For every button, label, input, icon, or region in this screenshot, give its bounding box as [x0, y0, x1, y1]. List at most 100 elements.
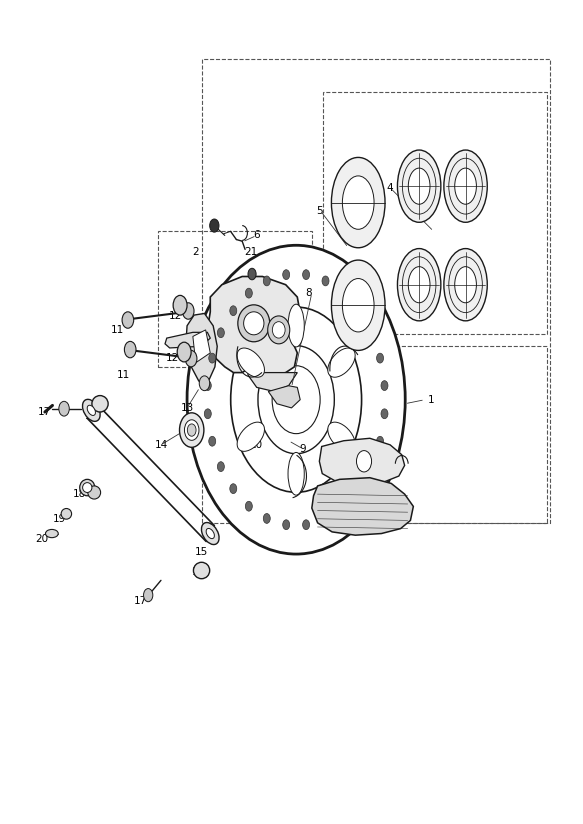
Circle shape: [322, 513, 329, 523]
Circle shape: [230, 306, 237, 316]
Text: 12: 12: [166, 353, 179, 363]
Circle shape: [356, 484, 363, 494]
Ellipse shape: [206, 528, 215, 539]
Text: 1: 1: [427, 395, 434, 405]
Circle shape: [283, 269, 290, 279]
Text: 3: 3: [361, 477, 367, 487]
Circle shape: [258, 345, 334, 454]
Circle shape: [182, 302, 194, 319]
Text: 21: 21: [244, 247, 258, 257]
Circle shape: [217, 328, 224, 338]
Polygon shape: [248, 372, 297, 391]
Circle shape: [381, 409, 388, 419]
Circle shape: [272, 366, 320, 433]
Text: 16: 16: [85, 411, 98, 421]
Polygon shape: [165, 332, 210, 348]
Circle shape: [340, 501, 347, 511]
Ellipse shape: [268, 316, 290, 344]
Text: 18: 18: [73, 489, 86, 499]
Circle shape: [381, 381, 388, 391]
Text: 8: 8: [305, 288, 312, 298]
Ellipse shape: [342, 176, 374, 229]
Circle shape: [209, 353, 216, 363]
Ellipse shape: [455, 168, 476, 204]
Text: 6: 6: [254, 231, 260, 241]
Circle shape: [368, 461, 375, 471]
Circle shape: [209, 437, 216, 446]
Ellipse shape: [288, 452, 304, 495]
Circle shape: [248, 269, 256, 280]
Polygon shape: [186, 313, 217, 387]
Circle shape: [322, 276, 329, 286]
Circle shape: [59, 401, 69, 416]
Circle shape: [245, 501, 252, 511]
Ellipse shape: [408, 267, 430, 302]
Polygon shape: [208, 277, 300, 375]
Text: 17: 17: [134, 596, 147, 606]
Circle shape: [356, 451, 371, 472]
Ellipse shape: [184, 419, 199, 440]
Polygon shape: [268, 386, 300, 408]
Circle shape: [124, 341, 136, 358]
Text: 11: 11: [117, 370, 130, 380]
Polygon shape: [319, 438, 405, 485]
Text: 4: 4: [387, 183, 394, 193]
Circle shape: [185, 350, 197, 367]
Circle shape: [264, 513, 271, 523]
Text: 10: 10: [250, 440, 264, 450]
Ellipse shape: [80, 480, 95, 496]
Circle shape: [264, 276, 271, 286]
Circle shape: [217, 461, 224, 471]
Circle shape: [230, 484, 237, 494]
Ellipse shape: [398, 150, 441, 222]
Ellipse shape: [202, 522, 219, 545]
Text: 15: 15: [195, 546, 208, 556]
Text: 14: 14: [154, 440, 167, 450]
Circle shape: [303, 520, 310, 530]
Circle shape: [303, 269, 310, 279]
Text: 20: 20: [36, 534, 48, 545]
Ellipse shape: [328, 422, 355, 452]
Circle shape: [368, 328, 375, 338]
Circle shape: [187, 246, 405, 554]
Ellipse shape: [45, 530, 58, 537]
Text: 12: 12: [169, 311, 182, 321]
Ellipse shape: [187, 424, 196, 436]
Circle shape: [204, 381, 211, 391]
Ellipse shape: [194, 562, 210, 578]
Text: 9: 9: [300, 444, 307, 454]
Ellipse shape: [272, 321, 285, 338]
Ellipse shape: [83, 400, 100, 421]
Ellipse shape: [444, 150, 487, 222]
Ellipse shape: [180, 413, 204, 447]
Ellipse shape: [455, 267, 476, 302]
Text: 16: 16: [192, 567, 205, 577]
Text: 19: 19: [53, 513, 66, 524]
Circle shape: [177, 342, 191, 362]
Ellipse shape: [92, 396, 108, 412]
Circle shape: [143, 588, 153, 602]
Circle shape: [283, 520, 290, 530]
Ellipse shape: [288, 304, 304, 347]
Circle shape: [245, 288, 252, 298]
Ellipse shape: [444, 249, 487, 321]
Ellipse shape: [238, 305, 270, 342]
Text: 13: 13: [180, 403, 194, 413]
Ellipse shape: [342, 279, 374, 332]
Ellipse shape: [237, 422, 265, 452]
Polygon shape: [312, 478, 413, 535]
Ellipse shape: [244, 311, 264, 335]
Circle shape: [377, 353, 384, 363]
Text: 17: 17: [38, 407, 51, 417]
Polygon shape: [193, 330, 210, 363]
Circle shape: [356, 306, 363, 316]
Ellipse shape: [61, 508, 72, 519]
Circle shape: [204, 409, 211, 419]
Circle shape: [377, 437, 384, 446]
Circle shape: [210, 219, 219, 232]
Circle shape: [231, 307, 361, 492]
Ellipse shape: [237, 348, 265, 377]
Ellipse shape: [88, 486, 101, 499]
Text: 5: 5: [316, 206, 322, 216]
Ellipse shape: [331, 157, 385, 248]
